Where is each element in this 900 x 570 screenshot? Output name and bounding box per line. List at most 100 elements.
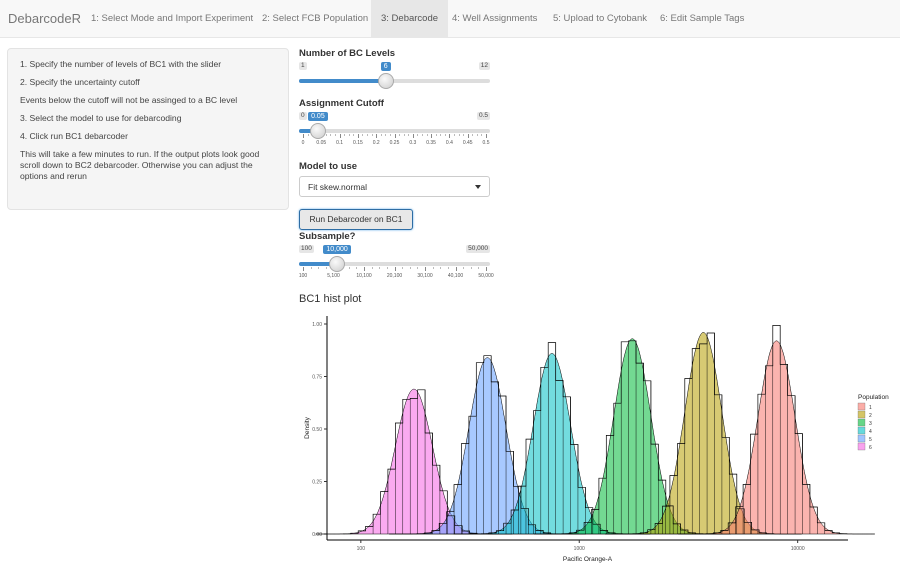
slider-minor-tick	[421, 134, 423, 136]
slider-handle[interactable]	[328, 256, 345, 272]
model-select[interactable]: Fit skew.normal	[299, 176, 490, 197]
slider-minor-tick	[348, 267, 350, 269]
slider-handle[interactable]	[377, 73, 394, 89]
legend-label-pop-5: 5	[869, 437, 872, 443]
slider-minor-tick	[417, 134, 419, 136]
tab-well-assignments[interactable]: 4: Well Assignments	[452, 13, 538, 24]
slider-fill	[299, 262, 337, 266]
run-debarcoder-button[interactable]: Run Debarcoder on BC1	[299, 209, 413, 230]
slider-minor-tick	[389, 134, 391, 136]
legend-label-pop-1: 1	[869, 405, 872, 411]
subsample-slider[interactable]: 100 50,000 10,000 100 5,100 10,100 20,100 30…	[299, 245, 494, 285]
slider-minor-tick	[403, 134, 405, 136]
slider-tick-label: 40,100	[447, 273, 464, 279]
tab-edit-sample-tags[interactable]: 6: Edit Sample Tags	[660, 13, 745, 24]
slider-minor-tick	[371, 134, 373, 136]
slider-tick-label: 0.3	[409, 140, 417, 146]
slider-ticks: 100 5,100 10,100 20,100 30,100 40,100 50,000	[299, 267, 494, 281]
slider-minor-tick	[318, 267, 320, 269]
slider-minor-tick	[458, 134, 460, 136]
density-curve-pop-1	[678, 340, 875, 535]
slider-minor-tick	[440, 267, 442, 269]
slider-tick-label: 0.25	[389, 140, 400, 146]
histogram-outline-pop-2	[632, 332, 775, 535]
bc-levels-label: Number of BC Levels	[299, 48, 396, 59]
slider-tick-mark	[431, 134, 433, 138]
slider-max: 0.5	[476, 112, 490, 120]
slider-minor-tick	[432, 267, 434, 269]
slider-tick-label: 20,100	[386, 273, 403, 279]
y-tick-label: 0.50	[312, 427, 322, 433]
slider-minor-tick	[362, 134, 364, 136]
tab-upload-cytobank[interactable]: 5: Upload to Cytobank	[553, 13, 648, 24]
slider-tick-mark	[455, 267, 457, 271]
histogram-outline-pop-3	[561, 340, 704, 535]
y-tick-label: 0.00	[312, 532, 322, 538]
slider-tick-mark	[364, 267, 365, 271]
slider-track	[299, 262, 490, 266]
slider-handle[interactable]	[310, 123, 327, 139]
tab-import[interactable]: 1: Select Mode and Import Experiment	[91, 13, 254, 24]
density-curve-pop-6	[315, 388, 513, 535]
legend-swatch-pop-5	[857, 434, 866, 443]
slider-minor-tick	[476, 134, 478, 136]
slider-fill	[299, 129, 319, 133]
slider-tick-mark	[425, 267, 426, 271]
slider-tick-mark	[303, 134, 304, 138]
slider-min: 1	[299, 62, 307, 70]
model-label: Model to use	[299, 161, 358, 172]
slider-tick-mark	[339, 134, 341, 138]
slider-minor-tick	[440, 134, 442, 136]
slider-minor-tick	[356, 267, 358, 269]
slider-minor-tick	[447, 267, 449, 269]
slider-max: 12	[478, 62, 490, 70]
navbar: DebarcodeR 1: Select Mode and Import Exp…	[0, 0, 900, 38]
legend-label-pop-2: 2	[869, 413, 872, 419]
slider-tick-label: 0.05	[316, 140, 327, 146]
slider-tick-label: 0.15	[353, 140, 363, 146]
slider-minor-tick	[344, 134, 346, 136]
subsample-label: Subsample?	[299, 231, 356, 242]
cutoff-label: Assignment Cutoff	[299, 98, 384, 109]
x-axis-title: Pacific Orange-A	[563, 556, 613, 563]
slider-tick-label: 30,100	[417, 273, 433, 279]
density-curve-pop-3	[534, 338, 731, 535]
tab-fcb-population[interactable]: 2: Select FCB Population	[262, 13, 369, 24]
slider-minor-tick	[399, 134, 401, 136]
density-curve-pop-2	[605, 332, 802, 535]
slider-max: 50,000	[466, 245, 490, 253]
slider-value: 10,000	[323, 245, 351, 254]
legend-swatch-pop-6	[857, 442, 866, 451]
slider-min: 0	[299, 112, 307, 120]
slider-min: 100	[299, 245, 314, 253]
slider-minor-tick	[325, 267, 327, 269]
slider-tick-label: 0.5	[482, 140, 490, 146]
slider-minor-tick	[307, 134, 309, 136]
app-brand[interactable]: DebarcodeR	[8, 11, 81, 26]
histogram-outline-pop-5	[416, 355, 559, 535]
histogram-outline-pop-1	[705, 325, 848, 535]
slider-minor-tick	[472, 134, 474, 136]
slider-tick-mark	[467, 134, 469, 138]
slider-tick-label: 5,100	[327, 273, 340, 279]
legend-swatch-pop-2	[857, 410, 866, 419]
slider-tick-mark	[412, 134, 414, 138]
slider-value: 0.05	[308, 112, 328, 121]
slider-minor-tick	[481, 134, 483, 136]
slider-minor-tick	[453, 134, 455, 136]
instruction-step: This will take a few minutes to run. If …	[20, 149, 260, 181]
tab-debarcode[interactable]: 3: Debarcode	[371, 0, 449, 38]
slider-minor-tick	[330, 134, 332, 136]
slider-minor-tick	[367, 134, 369, 136]
slider-minor-tick	[417, 267, 419, 269]
instruction-step: 2. Specify the uncertainty cutoff	[20, 77, 140, 87]
bc-levels-slider[interactable]: 1 12 6	[299, 62, 490, 90]
slider-tick-mark	[376, 134, 378, 138]
legend-swatch-pop-4	[857, 426, 866, 435]
slider-fill	[299, 79, 386, 83]
slider-tick-label: 0.2	[372, 140, 380, 146]
slider-minor-tick	[478, 267, 480, 269]
slider-minor-tick	[385, 134, 387, 136]
cutoff-slider[interactable]: 0 0.5 0.05 0 0.05 0.1 0.15 0.2 0.25 0.3 0.35 0.4…	[299, 112, 490, 152]
instruction-step: 4. Click run BC1 debarcoder	[20, 131, 128, 141]
